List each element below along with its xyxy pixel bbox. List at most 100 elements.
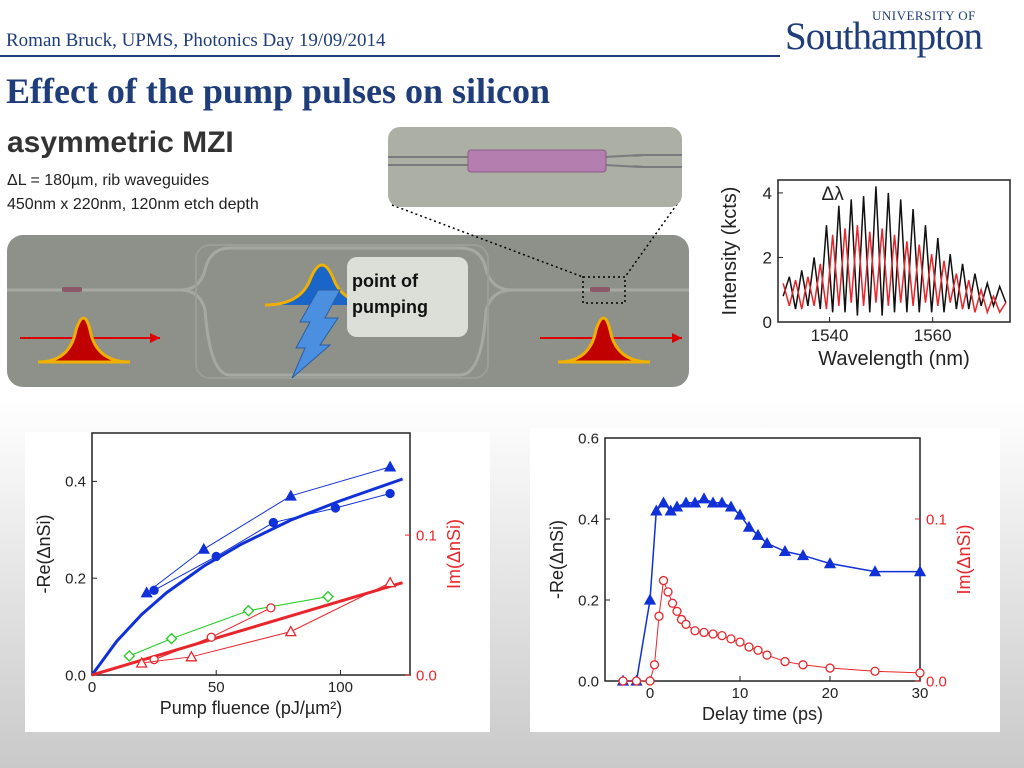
panel [25, 432, 490, 732]
marker [284, 625, 297, 637]
marker [753, 645, 763, 655]
x-tick-label: 1540 [811, 326, 849, 345]
marker [706, 496, 720, 508]
y-tick-label: 2 [763, 248, 772, 267]
marker [211, 551, 221, 562]
annotation: Δλ [822, 184, 845, 205]
arrow [150, 333, 160, 343]
zoom-box [582, 276, 626, 304]
marker [825, 663, 835, 673]
y-tick-label: 0.6 [578, 430, 599, 447]
series-line [91, 581, 403, 677]
subtitle: asymmetric MZI [7, 126, 234, 159]
marker [913, 565, 927, 577]
marker [165, 632, 178, 645]
marker [658, 575, 669, 586]
marker [242, 604, 255, 617]
marker [197, 542, 210, 554]
header-rule [0, 55, 780, 57]
logo-top: UNIVERSITY OF [872, 8, 976, 23]
note: ΔL = 180µm, rib waveguides [7, 172, 210, 189]
marker [650, 504, 663, 516]
inset-arm [467, 149, 607, 173]
marker [717, 630, 727, 641]
pump-label: point of pumping [352, 271, 428, 317]
series-line [129, 596, 329, 657]
plot-frame [604, 437, 921, 682]
author: Roman Bruck, UPMS, Photonics Day 19/09/2… [6, 30, 386, 51]
marker [868, 565, 882, 577]
marker [384, 576, 397, 588]
x-tick-label: 20 [822, 685, 839, 702]
marker [798, 660, 808, 670]
x-tick-label: 0 [646, 685, 654, 702]
marker [322, 590, 334, 603]
marker [688, 496, 702, 508]
waveguide [179, 288, 513, 377]
series-line [90, 477, 404, 676]
marker [649, 660, 660, 670]
marker [778, 545, 792, 557]
x-tick-label: 0 [88, 679, 96, 696]
marker [206, 632, 216, 642]
marker [796, 549, 810, 561]
y-tick-label: 4 [763, 184, 772, 203]
marker [870, 666, 880, 676]
pulse [37, 316, 131, 364]
y2-tick-label: 0.0 [416, 667, 437, 684]
marker [697, 492, 711, 504]
y-tick-label: 0 [763, 313, 772, 332]
marker [643, 593, 657, 605]
marker [330, 503, 341, 513]
waveguide [7, 246, 689, 292]
marker [654, 611, 664, 621]
marker [724, 500, 738, 512]
x-axis-label: Delay time (ps) [702, 704, 823, 724]
y-tick-label: 0.0 [578, 673, 599, 690]
y-tick-label: 0.2 [65, 570, 86, 587]
title: Effect of the pump pulses on silicon [6, 71, 551, 111]
marker [735, 637, 745, 647]
frame [195, 244, 489, 379]
series-line [146, 466, 391, 594]
plot-frame [91, 432, 411, 676]
marker [266, 603, 276, 613]
pad [590, 287, 610, 292]
marker [384, 460, 397, 472]
marker [385, 488, 395, 499]
y-axis-label: -Re(ΔnSi) [547, 520, 567, 599]
y-tick-label: 0.4 [65, 474, 86, 491]
marker [751, 528, 765, 540]
marker [631, 676, 642, 686]
y-axis-label: Intensity (kcts) [719, 187, 741, 316]
marker [744, 642, 754, 652]
marker [780, 656, 790, 667]
marker [645, 676, 655, 686]
marker [681, 619, 691, 629]
marker [670, 500, 684, 512]
marker [915, 668, 925, 678]
pad [62, 287, 82, 292]
y-axis-label: -Re(ΔnSi) [34, 514, 54, 593]
marker [679, 496, 693, 508]
marker [185, 650, 198, 662]
arrow [672, 333, 682, 343]
series-line [782, 225, 1007, 315]
marker [149, 654, 159, 665]
marker [135, 656, 148, 668]
x-tick-label: 100 [328, 679, 353, 696]
logo: Southampton [785, 15, 983, 58]
x-tick-label: 1560 [914, 326, 952, 345]
marker [663, 587, 673, 597]
inset-waveguide [388, 154, 682, 168]
marker [699, 627, 709, 638]
series-line [141, 582, 391, 664]
y2-tick-label: 0.1 [926, 511, 947, 528]
marker [690, 626, 700, 636]
marker [149, 585, 159, 595]
marker [140, 586, 153, 598]
marker [733, 508, 747, 520]
series-line [782, 186, 1007, 316]
